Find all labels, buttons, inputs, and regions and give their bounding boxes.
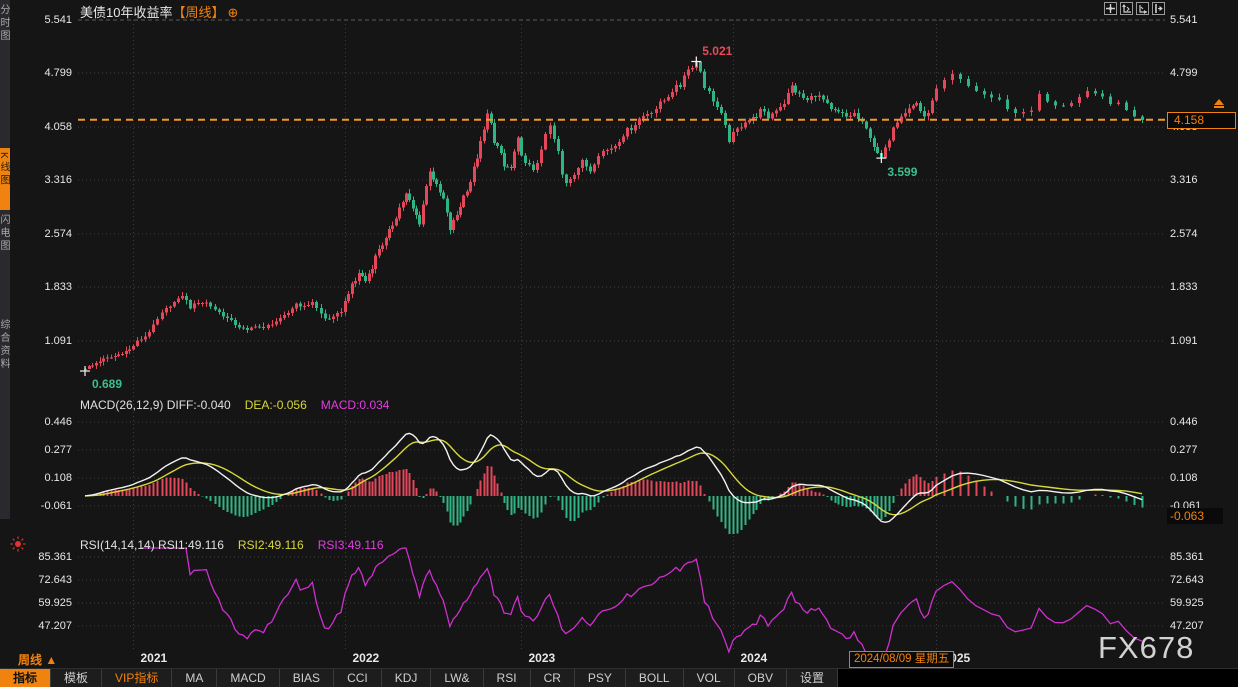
year-label-2021: 2021	[140, 651, 168, 665]
low-marker-label: 3.599	[887, 165, 918, 180]
zoom-x-axis-icon[interactable]	[1136, 2, 1149, 15]
price-tick-right: 1.091	[1170, 335, 1198, 347]
toolbar-item-indicators[interactable]: 指标	[0, 669, 52, 687]
toolbar-item-cr[interactable]: CR	[530, 669, 575, 687]
chart-title: 美债10年收益率【周线】 ⊕	[80, 2, 238, 21]
indicator-toolbar: 指标 模板 VIP指标 MA MACD BIAS CCI KDJ LW& RSI…	[0, 668, 1238, 687]
price-tick-right: 2.574	[1170, 228, 1198, 240]
price-tick-left: 2.574	[44, 228, 72, 240]
price-tick-left: 1.833	[44, 281, 72, 293]
macd-tick-left: 0.277	[44, 444, 72, 456]
x-axis-row: 周线 ▲ 2021 2022 2023 2024 2025 2024/08/09…	[0, 651, 1238, 668]
price-tick-left: 3.316	[44, 174, 72, 186]
sidebar: 分时图 K线图 闪电图 综合资料	[0, 0, 10, 519]
price-tick-right: 1.833	[1170, 281, 1198, 293]
rsi-tick-left: 85.361	[38, 551, 72, 563]
toolbar-item-psy[interactable]: PSY	[574, 669, 626, 687]
toolbar-item-vol[interactable]: VOL	[683, 669, 735, 687]
start-marker-label: 0.689	[92, 376, 123, 391]
price-up-arrow-icon	[1214, 98, 1224, 108]
toolbar-item-cci[interactable]: CCI	[334, 669, 382, 687]
year-label-2024: 2024	[740, 651, 768, 665]
price-tick-left: 1.091	[44, 335, 72, 347]
zoom-y-axis-icon[interactable]	[1120, 2, 1133, 15]
chart-toolbar-icons	[1104, 2, 1165, 15]
fx678-watermark: FX678	[1098, 630, 1195, 665]
current-price-tag: 4.158	[1167, 111, 1236, 129]
rsi-tick-left: 59.925	[38, 597, 72, 609]
macd-tick-right: 0.446	[1170, 416, 1198, 428]
price-tick-right: 4.799	[1170, 67, 1198, 79]
macd-dea-value: DEA:-0.056	[244, 398, 307, 412]
macd-current-tag: -0.063	[1167, 508, 1223, 524]
add-indicator-icon[interactable]: ⊕	[227, 5, 239, 20]
macd-tick-left: 0.108	[44, 472, 72, 484]
chevron-up-icon: ▲	[45, 653, 58, 667]
toolbar-item-ma[interactable]: MA	[172, 669, 218, 687]
date-marker-tag: 2024/08/09 星期五	[849, 651, 955, 668]
price-tick-left: 5.541	[44, 14, 72, 26]
interval-selector[interactable]: 周线 ▲	[18, 653, 58, 667]
rsi-tick-right: 85.361	[1170, 551, 1204, 563]
toolbar-item-boll[interactable]: BOLL	[625, 669, 684, 687]
rsi1-value: RSI(14,14,14) RSI1:49.116	[80, 538, 224, 552]
rsi-header: RSI(14,14,14) RSI1:49.116 RSI2:49.116 RSI3…	[80, 538, 384, 552]
rsi3-value: RSI3:49.116	[317, 538, 384, 552]
year-label-2023: 2023	[528, 651, 556, 665]
toolbar-item-kdj[interactable]: KDJ	[381, 669, 432, 687]
toolbar-item-rsi[interactable]: RSI	[483, 669, 531, 687]
toolbar-item-lwr[interactable]: LW&	[431, 669, 484, 687]
toolbar-item-settings[interactable]: 设置	[786, 669, 838, 687]
price-tick-left: 4.799	[44, 67, 72, 79]
price-tick-right: 3.316	[1170, 174, 1198, 186]
rsi-tick-left: 72.643	[38, 574, 72, 586]
macd-tick-left: -0.061	[40, 500, 72, 512]
toolbar-item-obv[interactable]: OBV	[734, 669, 787, 687]
crosshair-icon[interactable]	[1104, 2, 1117, 15]
toolbar-item-bias[interactable]: BIAS	[279, 669, 335, 687]
sidebar-tab-info[interactable]: 综合资料	[0, 319, 9, 371]
rsi-tick-right: 72.643	[1170, 574, 1204, 586]
toolbar-item-templates[interactable]: 模板	[51, 669, 103, 687]
rsi-tick-right: 59.925	[1170, 597, 1204, 609]
toolbar-item-vip-indicators[interactable]: VIP指标	[102, 669, 173, 687]
macd-header: MACD(26,12,9) DIFF:-0.040 DEA:-0.056 MACD:…	[80, 398, 389, 412]
price-tick-left: 4.058	[44, 121, 72, 133]
sidebar-tab-time-chart[interactable]: 分时图	[0, 4, 9, 43]
macd-tick-right: 0.277	[1170, 444, 1198, 456]
macd-macd-value: MACD:0.034	[320, 398, 390, 412]
toolbar-item-macd[interactable]: MACD	[217, 669, 280, 687]
price-tick-right: 5.541	[1170, 14, 1198, 26]
rsi-tick-right: 47.207	[1170, 620, 1204, 632]
interval-badge: 【周线】	[172, 5, 225, 20]
live-indicator-icon	[10, 536, 26, 557]
sidebar-tab-kline-chart[interactable]: K线图	[0, 148, 10, 210]
high-marker-label: 5.021	[702, 43, 733, 58]
year-label-2022: 2022	[352, 651, 380, 665]
rsi2-value: RSI2:49.116	[237, 538, 304, 552]
macd-tick-left: 0.446	[44, 416, 72, 428]
sidebar-tab-lightning-chart[interactable]: 闪电图	[0, 214, 9, 253]
pane-layout-icon[interactable]	[1152, 2, 1165, 15]
macd-tick-right: 0.108	[1170, 472, 1198, 484]
macd-diff-value: MACD(26,12,9) DIFF:-0.040	[80, 398, 231, 412]
instrument-name: 美债10年收益率	[80, 5, 173, 20]
rsi-tick-left: 47.207	[38, 620, 72, 632]
